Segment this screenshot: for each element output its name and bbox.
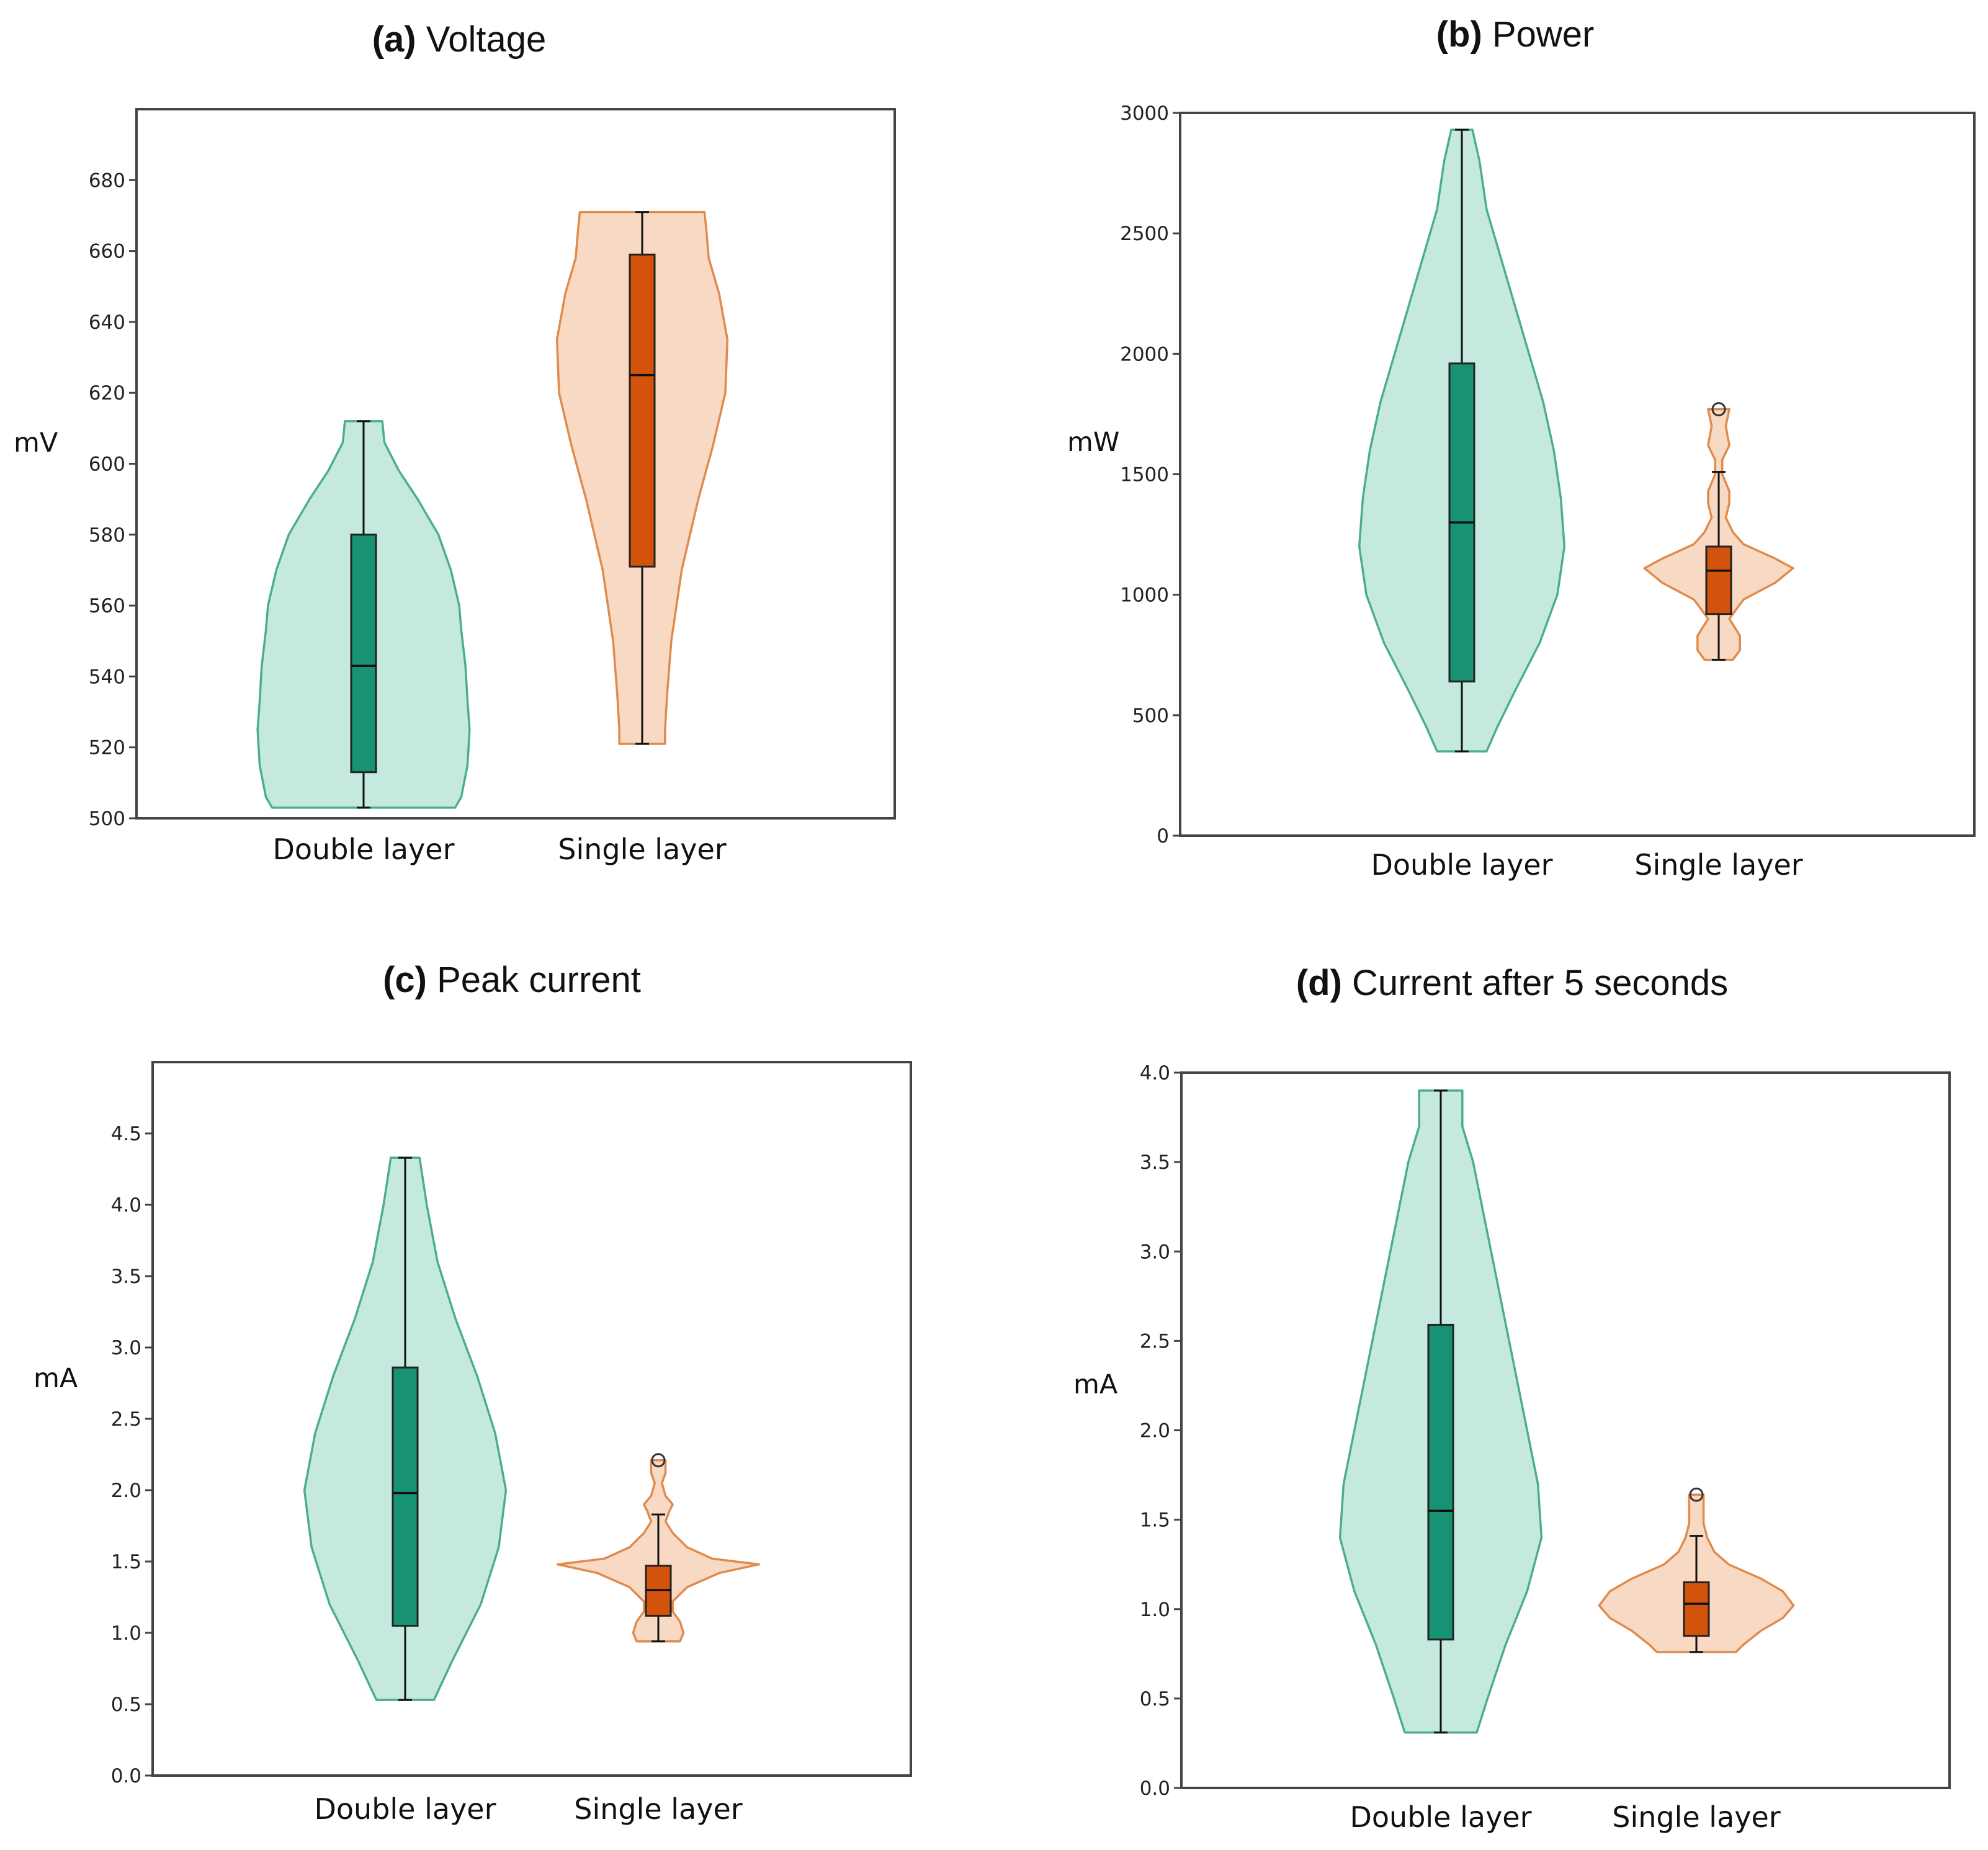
y-tick-label: 500 <box>1132 705 1169 727</box>
y-tick-label: 1.5 <box>111 1551 141 1573</box>
y-axis-label: mW <box>1067 427 1119 458</box>
y-tick-label: 2.0 <box>1140 1420 1170 1442</box>
y-tick-label: 0.5 <box>1140 1688 1170 1710</box>
y-tick-label: 4.0 <box>111 1194 141 1217</box>
chart-title-text: Peak current <box>437 960 641 1000</box>
y-tick-label: 4.0 <box>1140 1062 1170 1084</box>
y-tick-label: 3.5 <box>1140 1151 1170 1174</box>
y-tick-label: 560 <box>89 595 125 617</box>
y-tick-label: 2000 <box>1120 343 1169 365</box>
panel-current-after-5s: (d) Current after 5 seconds 0.0 0.5 1.0 1.5… <box>994 925 1988 1850</box>
x-category-label: Double layer <box>1350 1800 1531 1834</box>
x-category-label: Double layer <box>272 833 454 866</box>
y-tick-label: 2500 <box>1120 223 1169 245</box>
violin-plot-current-after-5s: 0.0 0.5 1.0 1.5 2.0 2.5 3.0 3.5 4.0 mA Double laye… <box>1073 1062 1951 1834</box>
y-tick-label: 1500 <box>1120 464 1169 486</box>
y-tick-label: 620 <box>89 382 125 404</box>
y-tick-label: 600 <box>89 454 125 476</box>
y-tick-label: 1000 <box>1120 584 1169 607</box>
y-tick-label: 1.5 <box>1140 1509 1170 1532</box>
panel-voltage: (a) Voltage 500 520 540 560 580 600 620 640 660 6… <box>0 0 994 925</box>
panel-peak-current: (c) Peak current 0.0 0.5 1.0 1.5 2.0 2.5 3.0 3.… <box>0 925 994 1850</box>
iqr-box-single-layer <box>1683 1581 1710 1637</box>
y-tick-label: 1.0 <box>111 1622 141 1645</box>
y-tick-label: 0 <box>1157 825 1169 847</box>
x-category-label: Single layer <box>1634 848 1803 882</box>
plot-frame <box>135 108 896 820</box>
x-category-label: Double layer <box>314 1792 496 1826</box>
y-tick-label: 3.0 <box>1140 1241 1170 1263</box>
chart-title-current-after-5s: (d) Current after 5 seconds <box>1296 962 1728 1004</box>
y-tick-label: 660 <box>89 241 125 263</box>
y-tick-label: 4.5 <box>111 1123 141 1145</box>
y-tick-label: 2.0 <box>111 1480 141 1502</box>
iqr-box-double-layer <box>1427 1323 1454 1641</box>
plot-frame <box>1179 112 1976 837</box>
violin-plot-peak-current: 0.0 0.5 1.0 1.5 2.0 2.5 3.0 3.5 4.0 4.5 mA Double l… <box>34 1061 912 1826</box>
chart-title-text: Power <box>1492 14 1595 55</box>
chart-title-peak-current: (c) Peak current <box>383 959 641 1001</box>
y-tick-label: 2.5 <box>1140 1330 1170 1352</box>
chart-title-text: Voltage <box>426 19 547 60</box>
iqr-box-single-layer <box>1705 545 1732 615</box>
chart-title-letter: (c) <box>383 960 427 1000</box>
chart-title-letter: (b) <box>1436 14 1482 55</box>
chart-title-letter: (d) <box>1296 963 1342 1003</box>
y-tick-label: 0.5 <box>111 1694 141 1716</box>
x-category-label: Single layer <box>558 833 727 866</box>
y-tick-label: 2.5 <box>111 1408 141 1431</box>
y-tick-label: 1.0 <box>1140 1599 1170 1621</box>
y-tick-label: 640 <box>89 311 125 334</box>
outlier-point-single-layer <box>1711 402 1726 417</box>
iqr-box-single-layer <box>629 253 656 568</box>
y-axis-label: mA <box>34 1363 78 1394</box>
x-category-label: Double layer <box>1371 848 1552 882</box>
x-category-label: Single layer <box>1612 1800 1781 1834</box>
iqr-box-double-layer <box>350 534 377 774</box>
y-tick-label: 0.0 <box>1140 1777 1170 1800</box>
x-category-label: Single layer <box>574 1792 743 1826</box>
y-tick-label: 500 <box>89 808 125 830</box>
panel-power: (b) Power 0 500 1000 1500 2000 2500 3000 mW Doub… <box>994 0 1988 925</box>
y-tick-label: 520 <box>89 737 125 759</box>
chart-title-text: Current after 5 seconds <box>1352 963 1729 1003</box>
violin-plot-voltage: 500 520 540 560 580 600 620 640 660 680 mV Double l… <box>14 108 896 866</box>
y-tick-label: 580 <box>89 524 125 547</box>
chart-title-voltage: (a) Voltage <box>372 19 547 60</box>
chart-title-letter: (a) <box>372 19 416 60</box>
y-tick-label: 3.5 <box>111 1266 141 1288</box>
iqr-box-double-layer <box>392 1366 419 1627</box>
outlier-point-single-layer <box>1689 1487 1704 1502</box>
chart-title-power: (b) Power <box>1436 14 1595 55</box>
y-tick-label: 680 <box>89 169 125 192</box>
y-tick-label: 540 <box>89 666 125 688</box>
violin-plot-power: 0 500 1000 1500 2000 2500 3000 mW Double layer Si… <box>1067 102 1976 882</box>
y-tick-label: 3000 <box>1120 102 1169 125</box>
plot-frame <box>1180 1071 1951 1789</box>
y-axis-label: mV <box>14 427 58 458</box>
plot-frame <box>151 1061 912 1777</box>
y-axis-label: mA <box>1073 1369 1118 1400</box>
y-tick-label: 3.0 <box>111 1337 141 1359</box>
y-tick-label: 0.0 <box>111 1765 141 1787</box>
outlier-point-single-layer <box>651 1453 666 1468</box>
